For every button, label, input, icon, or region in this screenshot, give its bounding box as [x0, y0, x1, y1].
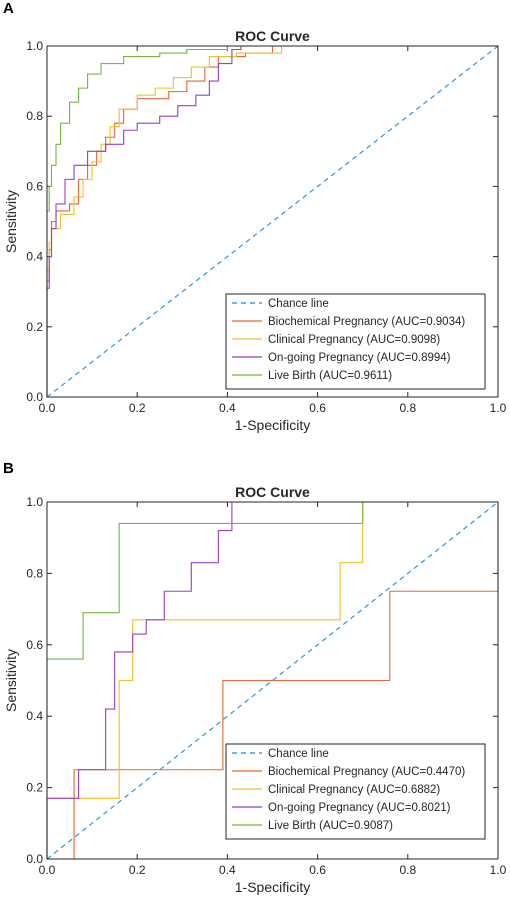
y-tick-label: 0.2	[26, 320, 43, 334]
series-line-live	[46, 45, 498, 397]
x-tick-label: 0.8	[399, 401, 416, 415]
y-axis-label: Sensitivity	[3, 649, 19, 712]
y-tick-label: 0.6	[26, 179, 43, 193]
legend-entry: On-going Pregnancy (AUC=0.8021)	[268, 802, 451, 814]
x-axis-label: 1-Specificity	[235, 879, 310, 895]
x-tick-label: 1.0	[490, 863, 507, 877]
x-tick-label: 0.6	[309, 863, 326, 877]
x-tick-label: 0.6	[309, 401, 326, 415]
chart-title: ROC Curve	[235, 484, 310, 500]
y-tick-label: 0.0	[26, 852, 43, 866]
series-line-on-going	[46, 501, 498, 859]
series-line-clinical	[46, 501, 498, 859]
y-tick-label: 1.0	[26, 495, 43, 509]
y-tick-label: 0.8	[26, 566, 43, 580]
legend-entry: Chance line	[268, 298, 329, 310]
series-line-chance	[46, 501, 499, 860]
legend-entry: Live Birth (AUC=0.9611)	[268, 370, 392, 382]
y-tick-label: 0.6	[26, 638, 43, 652]
y-tick-label: 0.0	[26, 390, 43, 404]
legend-entry: Biochemical Pregnancy (AUC=0.4470)	[268, 766, 465, 778]
x-tick-label: 0.0	[39, 401, 56, 415]
legend-entry: Clinical Pregnancy (AUC=0.9098)	[268, 334, 440, 346]
y-tick-label: 1.0	[26, 39, 43, 53]
panel-letter: A	[3, 0, 14, 17]
legend-entry: On-going Pregnancy (AUC=0.8994)	[268, 352, 451, 364]
series-line-live	[46, 501, 498, 859]
y-tick-label: 0.4	[26, 709, 43, 723]
legend-entry: Clinical Pregnancy (AUC=0.6882)	[268, 784, 440, 796]
x-tick-label: 1.0	[490, 401, 507, 415]
panel-b: B ROC Curve 0.0 0.2 0.4 0.6 0.8 1.0 0.0 0.2 0.4 0.…	[0, 460, 510, 905]
roc-chart-a: ROC Curve 0.0 0.2 0.4 0.6 0.8 1.0 0.0 0.2 0.4 0.6 0…	[3, 28, 507, 433]
legend-box	[225, 293, 486, 390]
x-tick-label: 0.0	[39, 863, 56, 877]
series-line-on-going	[46, 45, 498, 397]
series-line-biochemical	[47, 502, 499, 860]
x-tick-label: 0.8	[399, 863, 416, 877]
x-axis-label: 1-Specificity	[235, 417, 310, 433]
panel-a: A ROC Curve 0.0 0.2 0.4 0.6 0.8 1.0 0.0 0.2 0.4 0.…	[0, 0, 510, 445]
y-tick-label: 0.8	[26, 109, 43, 123]
legend-entry: Biochemical Pregnancy (AUC=0.9034)	[268, 316, 465, 328]
y-axis-label: Sensitivity	[3, 190, 19, 253]
panel-letter: B	[3, 460, 14, 477]
x-tick-label: 0.4	[219, 401, 236, 415]
y-tick-label: 0.4	[26, 250, 43, 264]
roc-chart-b: ROC Curve 0.0 0.2 0.4 0.6 0.8 1.0 0.0 0.2 0.4 0.6 0…	[3, 484, 507, 895]
legend-box	[225, 743, 486, 840]
x-tick-label: 0.2	[129, 401, 146, 415]
series-line-clinical	[46, 45, 498, 397]
axes-frame	[46, 45, 499, 398]
legend-entry: Live Birth (AUC=0.9087)	[268, 820, 393, 832]
axes-frame	[46, 501, 499, 860]
x-tick-label: 0.2	[129, 863, 146, 877]
chart-title: ROC Curve	[235, 28, 310, 44]
x-tick-label: 0.4	[219, 863, 236, 877]
legend-entry: Chance line	[268, 748, 329, 760]
y-tick-label: 0.2	[26, 781, 43, 795]
